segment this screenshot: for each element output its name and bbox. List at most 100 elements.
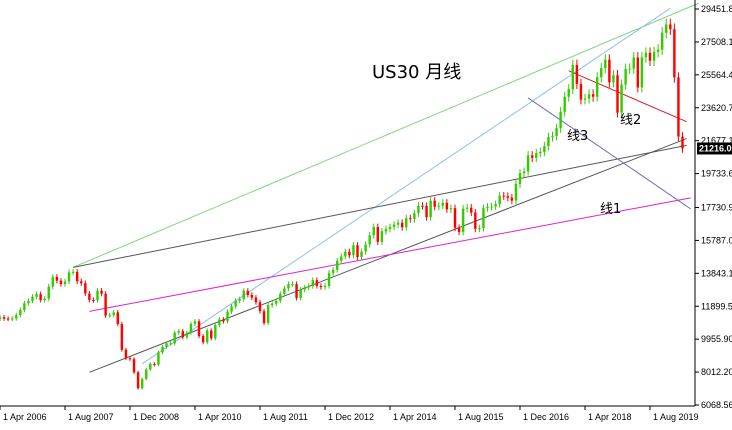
candle-body — [323, 285, 327, 288]
candle-body — [368, 235, 371, 245]
candle-body — [63, 281, 67, 285]
candle-body — [226, 311, 229, 322]
trendline-steep-support — [141, 7, 671, 365]
candle-body — [413, 213, 416, 220]
candle-body — [409, 218, 412, 220]
candle-body — [47, 286, 50, 299]
candle-body — [372, 226, 375, 236]
candle-body — [331, 269, 335, 274]
candles-layer — [0, 18, 684, 390]
candle-body — [23, 303, 26, 310]
candle-body — [652, 51, 656, 61]
candle-body — [185, 332, 189, 338]
candle-body — [242, 290, 245, 300]
candle-body — [335, 260, 339, 270]
candle-body — [246, 290, 250, 295]
last-price-value: 21216.0 — [699, 143, 732, 153]
candle-body — [648, 52, 652, 61]
candle-body — [2, 317, 6, 319]
candle-body — [234, 300, 237, 307]
candle-body — [0, 317, 2, 320]
trendline-upper-channel — [72, 2, 699, 268]
candle-body — [43, 298, 46, 300]
candle-body — [457, 227, 461, 233]
candle-body — [425, 205, 428, 218]
candle-body — [55, 276, 59, 281]
trendline-label-2: 线2 — [620, 113, 641, 128]
candle-body — [656, 49, 660, 52]
candle-body — [311, 280, 315, 287]
candle-body — [681, 136, 684, 149]
candle-body — [421, 205, 424, 207]
candle-body — [340, 256, 343, 261]
x-tick-label: 1 Apr 2006 — [3, 412, 47, 422]
candle-body — [660, 32, 664, 50]
candle-body — [575, 64, 579, 84]
candle-body — [478, 228, 481, 230]
candle-body — [189, 323, 193, 333]
candle-body — [600, 68, 603, 78]
candle-body — [230, 306, 233, 312]
candle-body — [636, 57, 640, 88]
candle-body — [262, 311, 266, 324]
x-tick-label: 1 Aug 2011 — [263, 412, 308, 422]
candle-body — [498, 195, 501, 205]
candle-body — [128, 358, 132, 360]
candle-body — [275, 300, 278, 304]
candle-body — [559, 111, 562, 129]
candle-body — [161, 346, 164, 353]
x-tick-label: 1 Dec 2012 — [328, 412, 374, 422]
candle-body — [59, 280, 63, 285]
candle-body — [567, 89, 570, 97]
trendline-label-3: 线3 — [567, 129, 588, 144]
candle-body — [75, 271, 79, 282]
chart-title: US30 月线 — [372, 62, 461, 83]
candle-body — [132, 359, 136, 373]
candle-body — [279, 293, 282, 301]
candle-body — [291, 284, 294, 286]
y-tick-label: 6068.56 — [701, 400, 732, 410]
candle-body — [405, 218, 408, 228]
x-tick-label: 1 Aug 2019 — [653, 412, 699, 422]
candle-body — [490, 206, 493, 208]
candle-body — [677, 77, 680, 137]
last-price-tag — [697, 142, 732, 155]
candle-body — [299, 289, 302, 298]
candle-body — [210, 330, 213, 339]
candle-body — [400, 222, 404, 228]
candle-body — [669, 24, 672, 30]
y-tick-label: 13843.1 — [701, 268, 732, 278]
y-tick-label: 21677.1 — [701, 136, 732, 146]
candle-body — [571, 64, 575, 90]
candle-body — [169, 343, 172, 345]
candle-body — [181, 331, 185, 338]
candle-body — [494, 204, 497, 207]
candle-body — [96, 290, 99, 301]
candle-body — [535, 153, 538, 158]
candle-body — [437, 205, 440, 207]
candle-body — [222, 319, 225, 322]
candle-body — [665, 24, 668, 33]
candle-body — [35, 294, 38, 297]
candle-body — [591, 94, 595, 97]
y-tick-label: 9955.90 — [701, 334, 732, 344]
candle-body — [140, 378, 144, 389]
x-tick-label: 1 Dec 2016 — [523, 412, 569, 422]
candle-body — [307, 286, 310, 288]
candle-body — [173, 332, 176, 344]
candle-body — [441, 202, 445, 206]
candle-body — [6, 318, 10, 320]
candle-body — [124, 349, 128, 359]
candle-body — [376, 226, 380, 242]
candle-body — [583, 98, 587, 100]
candle-body — [470, 207, 473, 213]
candle-body — [270, 303, 274, 306]
candle-body — [177, 331, 180, 333]
candle-body — [392, 224, 396, 227]
candle-body — [445, 202, 449, 210]
candle-body — [201, 336, 205, 343]
candle-body — [295, 284, 298, 298]
candle-body — [628, 68, 631, 70]
candle-body — [120, 324, 124, 350]
